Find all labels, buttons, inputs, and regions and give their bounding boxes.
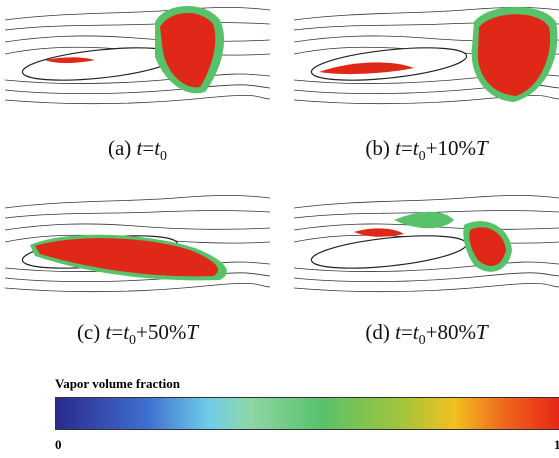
- caption-part: =: [111, 320, 123, 344]
- caption-part: =: [401, 320, 413, 344]
- panel-caption: (b) t=t0+10%T: [294, 136, 559, 165]
- panel-caption: (d) t=t0+80%T: [294, 320, 559, 349]
- colorbar-max: 1: [554, 437, 559, 453]
- panel-a: [5, 2, 270, 107]
- caption-part: +10%: [426, 136, 476, 160]
- caption-part: +80%: [426, 320, 476, 344]
- panel-caption: (c) t=t0+50%T: [5, 320, 270, 349]
- colorbar: [55, 397, 559, 430]
- caption-part: =: [142, 136, 154, 160]
- caption-part: 0: [129, 333, 136, 348]
- caption-part: 0: [419, 333, 426, 348]
- caption-part: (a): [108, 136, 137, 160]
- caption-part: 0: [160, 149, 167, 164]
- caption-part: (b): [365, 136, 395, 160]
- caption-part: T: [476, 136, 488, 160]
- panel-caption: (a) t=t0: [5, 136, 270, 165]
- colorbar-title: Vapor volume fraction: [55, 376, 180, 392]
- caption-part: T: [186, 320, 198, 344]
- caption-part: 0: [419, 149, 426, 164]
- caption-part: (d): [365, 320, 395, 344]
- panel-d: [294, 190, 559, 295]
- panel-b: [294, 2, 559, 107]
- caption-part: (c): [77, 320, 106, 344]
- caption-part: +50%: [136, 320, 186, 344]
- caption-part: =: [401, 136, 413, 160]
- figure: (a) t=t0 (b) t=t0+10%T (c) t=t0+50%T (d)…: [0, 0, 559, 458]
- colorbar-min: 0: [55, 437, 62, 453]
- caption-part: T: [476, 320, 488, 344]
- panel-c: [5, 190, 270, 295]
